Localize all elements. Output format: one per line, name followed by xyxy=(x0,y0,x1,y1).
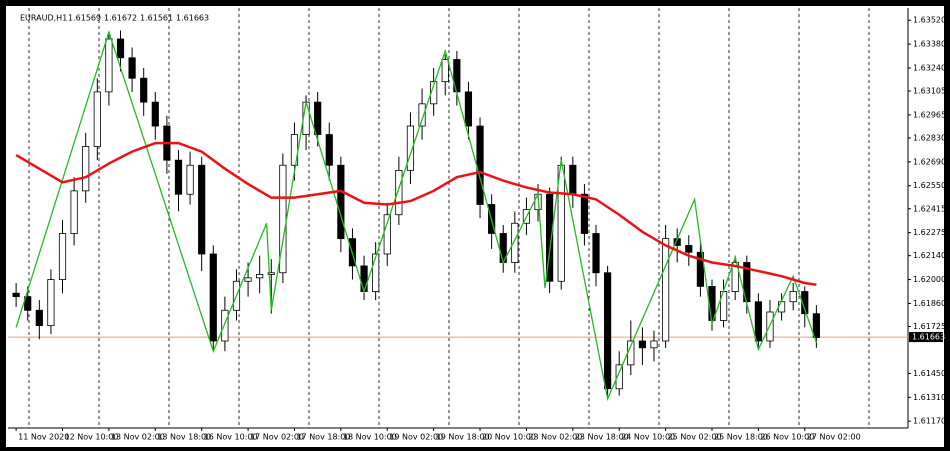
candle-body xyxy=(662,238,670,342)
candle-body xyxy=(82,146,90,192)
candle-body xyxy=(441,59,449,83)
candle-body xyxy=(209,253,217,342)
y-tick-label: 1.61450 xyxy=(913,369,946,378)
candle-body xyxy=(580,193,589,234)
candle-body xyxy=(267,272,275,275)
y-tick-label: 1.62830 xyxy=(913,133,946,142)
candle-body xyxy=(337,164,345,240)
y-tick-label: 1.61725 xyxy=(913,322,946,331)
x-tick-label: 26 Nov 10:00 xyxy=(760,433,814,442)
candle-body xyxy=(360,265,368,292)
candle-body xyxy=(256,274,264,279)
candle-body xyxy=(406,125,415,171)
candle-body xyxy=(638,340,646,349)
y-tick-label: 1.62000 xyxy=(913,275,946,284)
candle-body xyxy=(395,169,403,216)
x-tick-label: 20 Nov 10:00 xyxy=(482,433,536,442)
y-tick-label: 1.63380 xyxy=(913,40,946,49)
candle-body xyxy=(105,38,113,93)
candle-body xyxy=(546,193,554,282)
x-tick-label: 11 Nov 2020 xyxy=(18,433,69,442)
candle-body xyxy=(12,292,20,298)
y-tick-label: 1.61860 xyxy=(913,299,946,308)
candle-body xyxy=(151,101,159,127)
candle-body xyxy=(35,309,43,327)
x-tick-label: 13 Nov 02:00 xyxy=(111,433,165,442)
candle-body xyxy=(372,253,380,292)
x-tick-label: 23 Nov 18:00 xyxy=(575,433,629,442)
price-box xyxy=(909,332,943,343)
y-tick-label: 1.61170 xyxy=(913,417,946,426)
candle-body xyxy=(812,313,820,338)
y-tick-label: 1.63520 xyxy=(913,16,946,25)
y-tick-label: 1.62965 xyxy=(913,110,946,119)
candle-body xyxy=(325,134,333,166)
moving-average-line xyxy=(15,141,817,286)
y-tick-label: 1.61310 xyxy=(913,393,946,402)
bar-open: 1.61569 xyxy=(68,14,101,23)
y-tick-label: 1.62140 xyxy=(913,251,946,260)
x-tick-label: 23 Nov 02:00 xyxy=(528,433,582,442)
x-tick-label: 25 Nov 18:00 xyxy=(714,433,768,442)
candle-body xyxy=(777,301,786,313)
x-tick-label: 16 Nov 10:00 xyxy=(204,433,258,442)
candle-body xyxy=(569,164,577,195)
x-tick-label: 12 Nov 10:00 xyxy=(65,433,119,442)
chart-background xyxy=(6,6,944,447)
zigzag-line xyxy=(15,30,817,402)
x-tick-label: 19 Nov 02:00 xyxy=(389,433,443,442)
candle-body xyxy=(650,340,658,349)
candle-body xyxy=(754,301,762,342)
x-tick-label: 24 Nov 10:00 xyxy=(621,433,675,442)
candle-body xyxy=(24,296,32,311)
candle-body xyxy=(511,222,519,263)
candle-body xyxy=(685,245,693,253)
x-tick-label: 17 Nov 18:00 xyxy=(296,433,350,442)
candle-body xyxy=(731,262,739,292)
candle-body xyxy=(476,125,484,205)
y-tick-label: 1.62690 xyxy=(913,157,946,166)
candle-body xyxy=(696,251,704,287)
candle-body xyxy=(615,364,623,390)
candle-body xyxy=(801,291,809,315)
x-tick-label: 19 Nov 18:00 xyxy=(436,433,490,442)
candle-body xyxy=(464,91,473,127)
candle-body xyxy=(70,190,78,234)
candle-body xyxy=(198,164,206,255)
y-tick-label: 1.63240 xyxy=(913,64,946,73)
bar-close: 1.61663 xyxy=(176,14,209,23)
candle-body xyxy=(128,57,136,79)
bar-low: 1.61561 xyxy=(140,14,173,23)
candle-body xyxy=(186,164,194,195)
candle-body xyxy=(789,291,797,303)
y-tick-label: 1.62275 xyxy=(913,228,946,237)
y-tick-label: 1.63105 xyxy=(913,87,946,96)
candle-body xyxy=(174,159,183,195)
x-tick-label: 18 Nov 10:00 xyxy=(343,433,397,442)
candle-body xyxy=(383,214,391,255)
candle-body xyxy=(58,233,67,280)
x-tick-label: 13 Nov 18:00 xyxy=(157,433,211,442)
y-tick-label: 1.62415 xyxy=(913,204,946,213)
candle-body xyxy=(47,279,55,327)
x-tick-label: 25 Nov 02:00 xyxy=(668,433,722,442)
candle-body xyxy=(314,101,322,135)
price-box-label: 1.61663 xyxy=(912,333,945,342)
candle-body xyxy=(418,103,426,127)
candle-body xyxy=(140,77,148,103)
y-tick-label: 1.62550 xyxy=(913,181,946,190)
candle-body xyxy=(93,91,101,147)
x-tick-label: 27 Nov 02:00 xyxy=(807,433,861,442)
x-tick-label: 17 Nov 02:00 xyxy=(250,433,304,442)
candle-body xyxy=(116,38,125,59)
bar-high: 1.61672 xyxy=(104,14,137,23)
candle-body xyxy=(592,233,600,274)
candle-body xyxy=(604,272,612,390)
symbol: EURAUD,H1 xyxy=(20,14,67,23)
candle-body xyxy=(221,309,229,342)
header: EURAUD,H1 1.61569 1.61672 1.61561 1.6166… xyxy=(20,14,209,23)
candle-body xyxy=(244,277,252,282)
